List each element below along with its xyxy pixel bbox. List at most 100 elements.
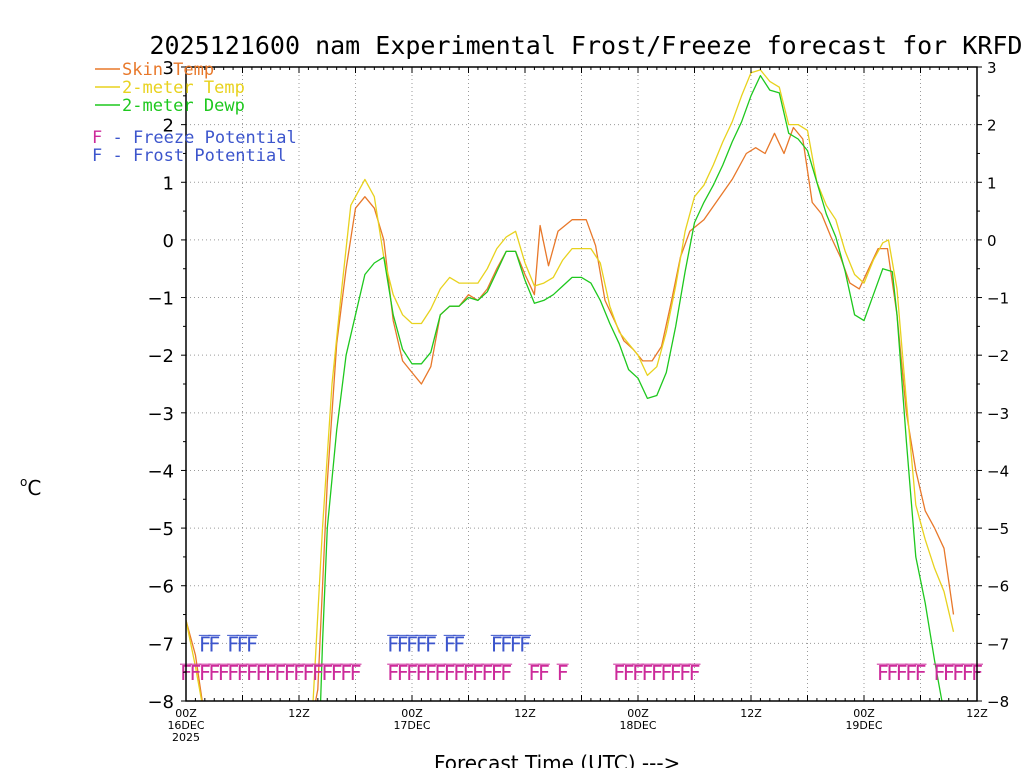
- freeze-flag: F: [293, 661, 305, 685]
- axis-ticks: −8 −8 −7 −7 −6 −6 −5 −5 −4 −4 −3 −3 −2 −2 −1 −1 0 0 1 1 2 2 3 3…: [147, 58, 1009, 744]
- x-tick-label: 16DEC: [167, 719, 204, 732]
- series-2-meter-dewp: [319, 74, 943, 701]
- freeze-flag: F: [877, 661, 889, 685]
- frost-flag: F: [208, 632, 220, 656]
- freeze-flag: F: [340, 661, 352, 685]
- y-axis-label-unit: C: [27, 476, 41, 500]
- frost-flag: F: [227, 632, 239, 656]
- freeze-flag: F: [472, 661, 484, 685]
- legend-2m-dewp: 2-meter Dewp: [122, 96, 245, 116]
- legend-2m-temp: 2-meter Temp: [122, 78, 245, 98]
- freeze-flag: F: [189, 661, 201, 685]
- legend-freeze-letter: F: [92, 128, 102, 148]
- frost-flag: F: [510, 632, 522, 656]
- freeze-flag: F: [444, 661, 456, 685]
- freeze-flag: F: [491, 661, 503, 685]
- y-axis-label: oC: [20, 475, 41, 500]
- freeze-flag: F: [350, 661, 362, 685]
- grid-lines: [186, 67, 977, 701]
- freeze-flag: F: [218, 661, 230, 685]
- y-tick-label: 3: [163, 58, 174, 79]
- y-tick-label: −5: [147, 519, 174, 540]
- freeze-flag: F: [463, 661, 475, 685]
- freeze-flag: F: [246, 661, 258, 685]
- frost-flag: F: [387, 632, 399, 656]
- freeze-flag: F: [255, 661, 267, 685]
- legend: Skin Temp 2-meter Temp 2-meter Dewp F - …: [92, 60, 297, 166]
- freeze-flag: F: [312, 661, 324, 685]
- y-tick-label-right: 1: [987, 174, 997, 192]
- freeze-flag: F: [689, 661, 701, 685]
- freeze-flag: F: [660, 661, 672, 685]
- frost-flag: F: [237, 632, 249, 656]
- frost-flag: F: [500, 632, 512, 656]
- freeze-flag: F: [227, 661, 239, 685]
- y-tick-label: 2: [163, 116, 174, 137]
- x-tick-label: 00Z: [627, 707, 649, 720]
- x-tick-label: 12Z: [288, 707, 310, 720]
- y-tick-label: −8: [147, 692, 174, 713]
- frost-flag: F: [246, 632, 258, 656]
- freeze-flag: F: [943, 661, 955, 685]
- y-tick-label: −4: [147, 461, 174, 482]
- freeze-flag: F: [500, 661, 512, 685]
- y-tick-label: −7: [147, 634, 174, 655]
- x-tick-label: 12Z: [966, 707, 988, 720]
- freeze-flag: F: [651, 661, 663, 685]
- freeze-flag: F: [962, 661, 974, 685]
- legend-freeze-potential: F - Freeze Potential: [92, 128, 297, 148]
- y-tick-label-right: −7: [987, 635, 1009, 653]
- x-tick-label: 00Z: [853, 707, 875, 720]
- y-tick-label: −6: [147, 577, 174, 598]
- x-tick-label: 17DEC: [393, 719, 430, 732]
- x-axis-label: Forecast Time (UTC) --->: [434, 751, 680, 768]
- frost-flag: F: [415, 632, 427, 656]
- y-tick-label-right: 3: [987, 59, 997, 77]
- y-tick-label-right: −2: [987, 347, 1009, 365]
- series-2-meter-temp: [186, 69, 955, 701]
- frost-flag: F: [425, 632, 437, 656]
- freeze-flag: F: [538, 661, 550, 685]
- freeze-flag: F: [453, 661, 465, 685]
- y-tick-label: −2: [147, 346, 174, 367]
- x-tick-label: 19DEC: [845, 719, 882, 732]
- frost-flag: F: [397, 632, 409, 656]
- y-tick-label-right: −1: [987, 290, 1009, 308]
- y-tick-label: −1: [147, 289, 174, 310]
- freeze-flag: F: [915, 661, 927, 685]
- freeze-flag: F: [387, 661, 399, 685]
- y-tick-label-right: −5: [987, 520, 1009, 538]
- y-tick-label-right: −3: [987, 405, 1009, 423]
- freeze-flag: F: [933, 661, 945, 685]
- freeze-flag: F: [265, 661, 277, 685]
- frost-flag: F: [406, 632, 418, 656]
- x-tick-label: 00Z: [401, 707, 423, 720]
- freeze-flag: F: [406, 661, 418, 685]
- frost-flag: F: [491, 632, 503, 656]
- freeze-flag: F: [670, 661, 682, 685]
- frost-flag: F: [519, 632, 531, 656]
- x-tick-label: 12Z: [514, 707, 536, 720]
- legend-frost-letter: F: [92, 146, 102, 166]
- freeze-flag: F: [415, 661, 427, 685]
- freeze-flag: F: [557, 661, 569, 685]
- freeze-flag: F: [208, 661, 220, 685]
- frost-flag: F: [199, 632, 211, 656]
- x-tick-label: 00Z: [175, 707, 197, 720]
- freeze-flag: F: [434, 661, 446, 685]
- freeze-flag: F: [284, 661, 296, 685]
- freeze-flag: F: [896, 661, 908, 685]
- freeze-flag: F: [641, 661, 653, 685]
- freeze-flag: F: [679, 661, 691, 685]
- freeze-flag: F: [632, 661, 644, 685]
- frost-flag: F: [453, 632, 465, 656]
- freeze-flag: F: [237, 661, 249, 685]
- freeze-flag: F: [623, 661, 635, 685]
- freeze-flag: F: [613, 661, 625, 685]
- frost-flag: F: [444, 632, 456, 656]
- freeze-flag: F: [302, 661, 314, 685]
- y-tick-label: −3: [147, 404, 174, 425]
- freeze-flag: F: [199, 661, 211, 685]
- freeze-flag: F: [425, 661, 437, 685]
- legend-frost-label: - Frost Potential: [102, 146, 286, 166]
